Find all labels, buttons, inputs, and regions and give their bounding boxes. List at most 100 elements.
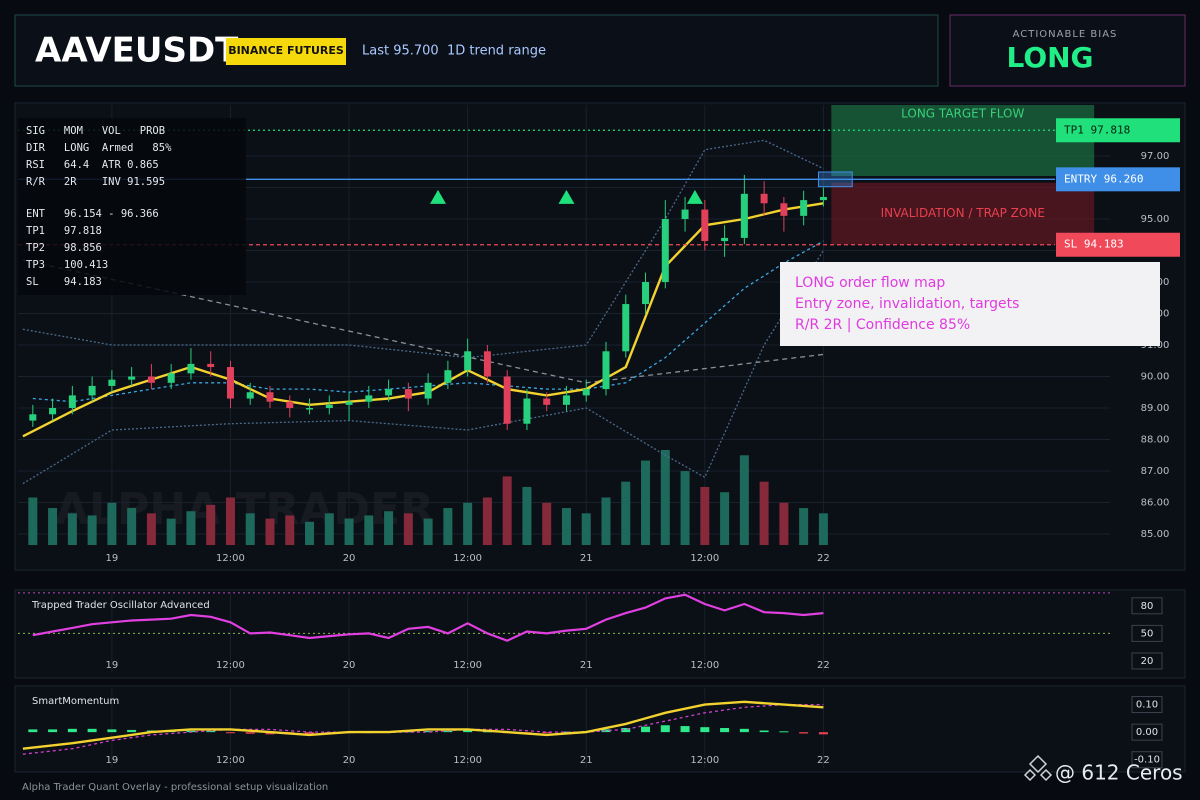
candle-body — [701, 209, 709, 242]
info-row: SIG MOM VOL PROB — [26, 125, 165, 137]
volume-bar — [324, 513, 334, 545]
x-tick-label: 20 — [343, 553, 356, 564]
x-tick-label: 22 — [817, 553, 830, 564]
histogram-bar — [107, 729, 117, 733]
volume-bar — [403, 513, 413, 545]
candle-body — [147, 376, 155, 383]
volume-bar — [344, 518, 354, 545]
volume-bar — [285, 515, 295, 545]
candle-body — [483, 351, 491, 377]
histogram-bar — [28, 729, 38, 733]
level-label: TP1 97.818 — [1064, 123, 1130, 136]
volume-bar — [384, 511, 394, 545]
bias-box — [949, 14, 1186, 87]
last-price: Last 95.700 — [362, 44, 439, 59]
x-tick-label: 12:00 — [216, 660, 245, 671]
histogram-bar — [561, 731, 571, 733]
symbol: AAVEUSDT — [35, 31, 239, 71]
volume-bar — [641, 460, 651, 545]
candle-body — [523, 398, 531, 424]
candle-body — [444, 370, 452, 383]
volume-bar — [700, 486, 710, 545]
histogram-bar — [799, 732, 809, 734]
header-box — [14, 14, 939, 87]
candle-body — [562, 395, 570, 405]
y-tick-label: 88.00 — [1141, 434, 1170, 445]
candle-body — [760, 193, 768, 204]
credit: @ 612 Ceros — [1055, 761, 1183, 785]
annotation-box — [780, 262, 1160, 346]
candle-body — [325, 404, 333, 408]
entry-zone — [817, 171, 853, 188]
x-tick-label: 19 — [106, 553, 119, 564]
info-row: TP1 97.818 — [26, 225, 102, 237]
bias-value: LONG — [1006, 41, 1093, 74]
x-tick-label: 22 — [817, 660, 830, 671]
x-tick-label: 12:00 — [690, 553, 719, 564]
overlay-line — [22, 703, 824, 755]
y-tick-label: 89.00 — [1141, 403, 1170, 414]
volume-bar — [759, 481, 769, 545]
info-row: RSI 64.4 ATR 0.865 — [26, 159, 159, 171]
volume-bar — [423, 518, 433, 545]
histogram-bar — [48, 729, 58, 733]
volume-bar — [87, 515, 97, 545]
volume-bar — [107, 502, 117, 545]
info-panel — [18, 118, 246, 295]
x-tick-label: 12:00 — [453, 755, 482, 766]
y-tick-label: 87.00 — [1141, 466, 1170, 477]
histogram-bar — [759, 730, 769, 733]
exchange-badge — [226, 38, 346, 65]
x-tick-label: 19 — [106, 755, 119, 766]
signal-marker — [558, 189, 575, 204]
volume-bar — [166, 518, 176, 545]
volume-bar — [305, 521, 315, 545]
zone — [831, 105, 1095, 176]
candle-body — [780, 203, 788, 216]
candle-body — [819, 196, 827, 201]
y-tick-box — [1131, 652, 1163, 670]
volume-bar — [542, 502, 552, 545]
candle-body — [108, 379, 116, 386]
volume-bar — [739, 455, 749, 545]
y-tick-label: 85.00 — [1141, 529, 1170, 540]
x-tick-label: 21 — [580, 660, 593, 671]
histogram-bar — [305, 732, 315, 734]
candle-body — [266, 392, 274, 402]
volume-bar — [245, 513, 255, 545]
histogram-bar — [206, 731, 216, 733]
level-tag — [1056, 118, 1180, 143]
volume-bar — [364, 515, 374, 545]
histogram-bar — [245, 732, 255, 734]
candle-body — [582, 389, 590, 396]
x-tick-label: 21 — [580, 755, 593, 766]
volume-bar — [680, 471, 690, 545]
overlay-line — [22, 700, 824, 750]
candle-body — [49, 407, 57, 415]
zone-label: LONG TARGET FLOW — [901, 107, 1024, 121]
annotation-line: R/R 2R | Confidence 85% — [795, 317, 970, 333]
volume-bar — [225, 497, 235, 545]
histogram-bar — [660, 725, 670, 733]
candle-body — [187, 363, 195, 374]
histogram-bar — [423, 731, 433, 733]
volume-bar — [443, 508, 453, 545]
volume-bar — [28, 497, 38, 545]
volume-bar — [779, 502, 789, 545]
volume-bar — [482, 497, 492, 545]
candle-body — [29, 414, 37, 421]
y-tick-label: 86.00 — [1141, 497, 1170, 508]
volume-bar — [502, 476, 512, 545]
zone-label: INVALIDATION / TRAP ZONE — [881, 206, 1045, 220]
histogram-bar — [225, 732, 235, 734]
pane-title: SmartMomentum — [32, 696, 119, 707]
candle-body — [800, 200, 808, 216]
y-tick-label: 20 — [1141, 656, 1154, 667]
volume-bar — [561, 508, 571, 545]
x-tick-label: 12:00 — [690, 660, 719, 671]
x-tick-label: 12:00 — [216, 553, 245, 564]
oscillator-line — [32, 593, 824, 642]
info-row: TP3 100.413 — [26, 259, 108, 271]
info-row: TP2 98.856 — [26, 242, 102, 254]
histogram-bar — [127, 729, 137, 733]
